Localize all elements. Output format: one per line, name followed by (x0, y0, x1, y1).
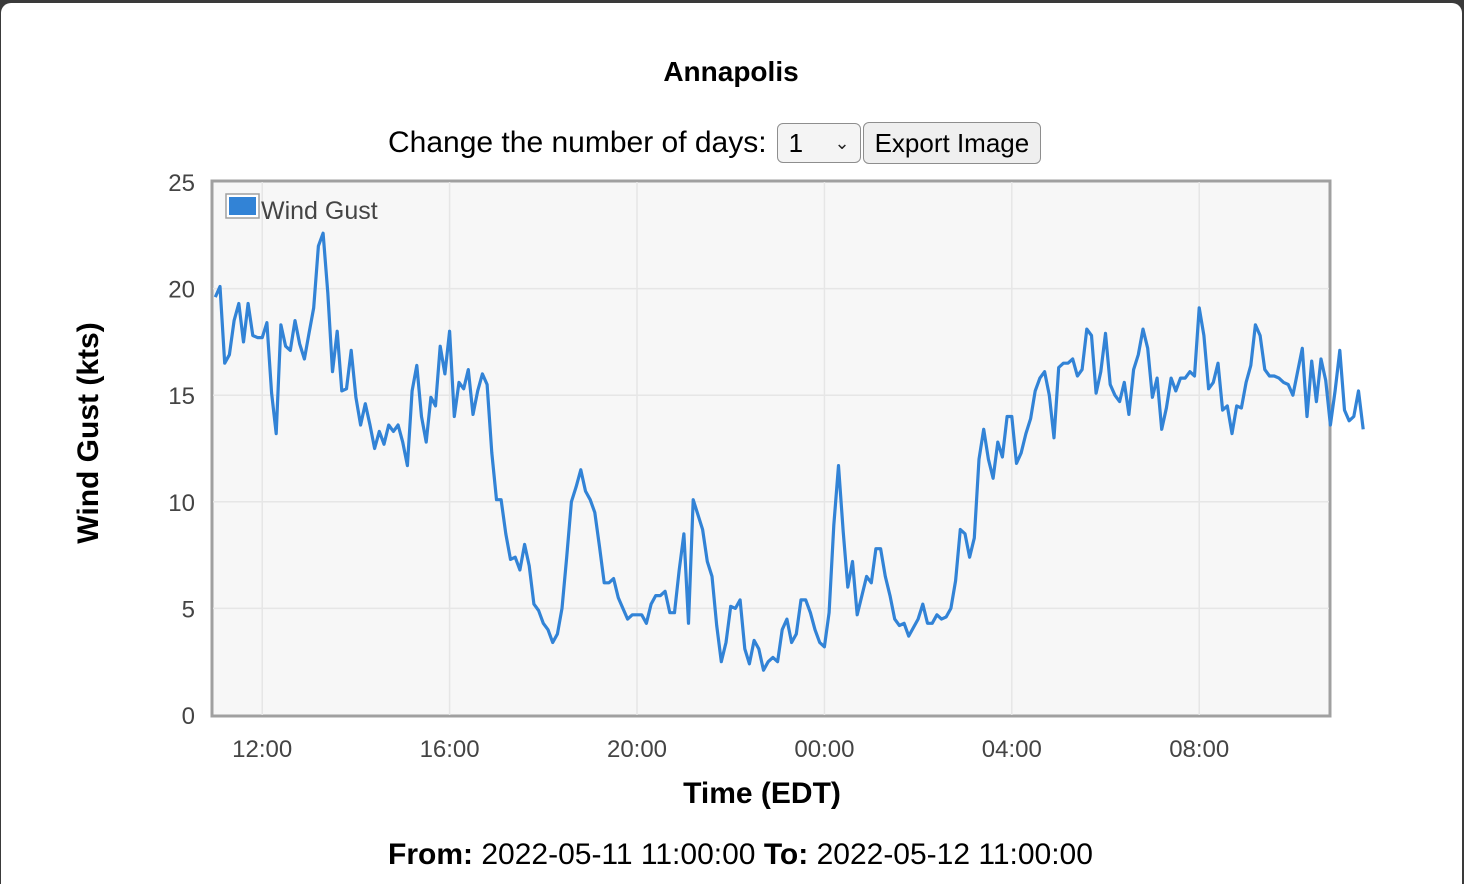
grid-lines (213, 182, 1329, 715)
x-tick-label: 00:00 (794, 736, 854, 763)
y-axis-title: Wind Gust (kts) (72, 322, 105, 543)
x-tick-label: 04:00 (982, 736, 1042, 763)
legend: Wind Gust (225, 193, 378, 225)
y-tick-label: 0 (182, 703, 195, 730)
plot-area (210, 179, 1332, 718)
page-title: Annapolis (663, 56, 799, 87)
x-tick-label: 16:00 (420, 736, 480, 763)
days-select[interactable]: 1 ⌄ (776, 123, 861, 163)
x-tick-label: 12:00 (232, 736, 292, 763)
y-tick-label: 15 (168, 383, 195, 410)
x-tick-label: 08:00 (1169, 736, 1229, 763)
to-label: To: (763, 838, 809, 871)
chart-controls: Change the number of days: 1 ⌄ Export Im… (388, 120, 1042, 166)
y-tick-label: 5 (182, 596, 195, 623)
series-line (213, 231, 1365, 672)
export-image-button[interactable]: Export Image (862, 122, 1042, 164)
series-layer (213, 231, 1365, 672)
y-tick-label: 25 (168, 170, 195, 197)
from-label: From: (388, 838, 473, 871)
to-value: 2022-05-12 11:00:00 (816, 838, 1093, 871)
days-label: Change the number of days: (388, 126, 767, 159)
legend-swatch-fill (229, 197, 256, 215)
chevron-down-icon: ⌄ (834, 133, 850, 153)
y-tick-label: 20 (168, 277, 195, 304)
date-range: From: 2022-05-11 11:00:00 To: 2022-05-12… (388, 838, 1093, 872)
y-axis-ticks: 0 5 10 15 20 25 (168, 170, 195, 730)
x-tick-label: 20:00 (607, 736, 667, 763)
x-axis-title: Time (EDT) (683, 777, 841, 810)
y-tick-label: 10 (168, 490, 195, 517)
from-value: 2022-05-11 11:00:00 (481, 838, 756, 871)
legend-entry: Wind Gust (261, 197, 378, 225)
days-select-value: 1 (788, 128, 804, 158)
x-axis-ticks: 12:00 16:00 20:00 00:00 04:00 08:00 (232, 736, 1229, 763)
